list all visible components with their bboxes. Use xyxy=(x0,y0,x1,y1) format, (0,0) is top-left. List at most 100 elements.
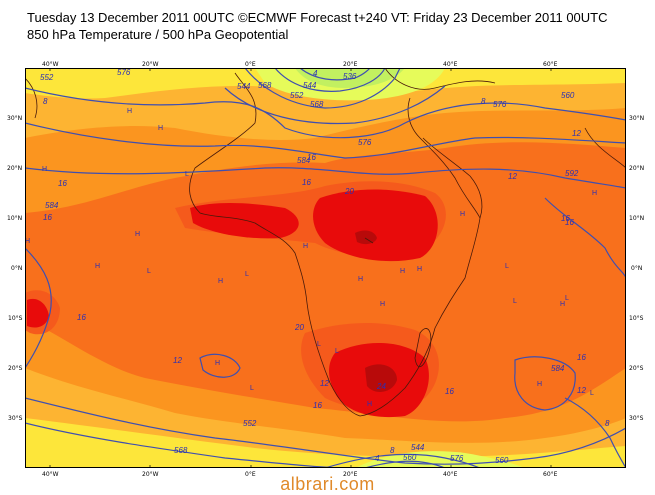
contour-label: 568 xyxy=(258,81,272,90)
contour-label: 576 xyxy=(450,454,464,463)
fill-hottest-core xyxy=(355,230,377,245)
lat-tick-label: 0°N xyxy=(11,265,22,272)
isotherm-label: 8 xyxy=(605,419,610,428)
lat-labels-left: 30°N 20°N 10°N 0°N 10°S 20°S 30°S xyxy=(7,115,23,422)
isotherm-label: 20 xyxy=(294,323,304,332)
contour-536 xyxy=(274,68,386,92)
h-marker: H xyxy=(400,268,405,275)
h-marker: H xyxy=(127,108,132,115)
contour-label: 544 xyxy=(303,81,317,90)
contour-568-north xyxy=(224,85,446,125)
contour-label: 552 xyxy=(290,91,304,100)
l-marker: L xyxy=(335,348,339,355)
contour-584-north xyxy=(25,167,626,189)
isotherm-label: 4 xyxy=(313,69,318,78)
fill-vhot-west xyxy=(27,298,49,328)
isotherm-label: 4 xyxy=(375,454,380,463)
isotherm-label: 16 xyxy=(561,214,570,223)
h-marker: H xyxy=(303,243,308,250)
isotherm-label: 16 xyxy=(302,178,311,187)
h-marker: H xyxy=(560,301,565,308)
isotherm-label: 12 xyxy=(173,356,182,365)
lat-tick-label: 10°S xyxy=(629,315,644,322)
lat-labels-right: 30°N 20°N 10°N 0°N 10°S 20°S 30°S xyxy=(629,115,644,422)
h-marker: H xyxy=(158,125,163,132)
contour-label: 592 xyxy=(565,169,579,178)
contour-552-south xyxy=(364,460,446,468)
pressure-markers: H H H H H H H H H H H H H H H H H H L L … xyxy=(25,108,597,408)
contour-560-south xyxy=(324,453,481,468)
lat-tick-label: 30°N xyxy=(629,115,644,122)
h-marker: H xyxy=(380,301,385,308)
lat-tick-label: 10°N xyxy=(629,215,644,222)
l-marker: L xyxy=(513,298,517,305)
l-marker: L xyxy=(245,271,249,278)
isotherm-label: 16 xyxy=(445,387,454,396)
contour-label: 560 xyxy=(495,456,509,465)
isotherm-label: 20 xyxy=(344,187,354,196)
isotherm-label: 8 xyxy=(390,446,395,455)
contour-label: 560 xyxy=(561,91,575,100)
l-marker: L xyxy=(590,390,594,397)
contour-label: 568 xyxy=(174,446,188,455)
h-marker: H xyxy=(358,276,363,283)
isotherm-label: 16 xyxy=(43,213,52,222)
fill-vhot-sahel-east xyxy=(313,189,438,262)
contour-label: 576 xyxy=(358,138,372,147)
lon-tick-label: 40°E xyxy=(443,61,458,68)
geopotential-contours xyxy=(25,68,626,468)
contour-label: 544 xyxy=(237,82,251,91)
lon-tick-label: 20°E xyxy=(343,61,358,68)
h-marker: H xyxy=(417,266,422,273)
contour-label: 568 xyxy=(310,100,324,109)
lon-tick-label: 60°E xyxy=(543,61,558,68)
l-marker: L xyxy=(185,171,189,178)
lat-tick-label: 10°S xyxy=(8,315,23,322)
contour-552-north xyxy=(25,87,626,139)
lon-tick-label: 0°E xyxy=(245,61,256,68)
contour-584-sw xyxy=(564,397,626,468)
lon-tick-label: 20°W xyxy=(142,61,159,68)
isotherm-label: 12 xyxy=(508,172,517,181)
contour-label: 584 xyxy=(45,201,59,210)
lat-tick-label: 20°S xyxy=(629,365,644,372)
lat-tick-label: 0°N xyxy=(631,265,642,272)
coastlines xyxy=(25,68,626,417)
contour-592 xyxy=(544,197,626,279)
fill-green-north xyxy=(295,68,405,88)
chart-subtitle: 850 hPa Temperature / 500 hPa Geopotenti… xyxy=(27,27,289,42)
isotherm-label: 24 xyxy=(376,382,386,391)
isotherm-label: 16 xyxy=(577,353,586,362)
isotherm-label: 8 xyxy=(43,97,48,106)
contour-528 xyxy=(299,68,371,81)
contour-label: 576 xyxy=(493,100,507,109)
map-svg: 16 20 16 16 12 16 12 16 20 16 12 16 24 1… xyxy=(25,68,626,468)
contour-label: 552 xyxy=(243,419,257,428)
fill-vhot-sahel-west xyxy=(190,203,299,239)
contour-584-west xyxy=(25,247,52,369)
h-marker: H xyxy=(218,278,223,285)
contour-label: 552 xyxy=(40,73,54,82)
h-marker: H xyxy=(215,360,220,367)
h-marker: H xyxy=(592,190,597,197)
contour-568-south xyxy=(25,422,346,468)
lat-tick-label: 20°N xyxy=(7,165,22,172)
lat-tick-label: 20°N xyxy=(629,165,644,172)
isotherm-labels: 16 20 16 16 12 16 12 16 20 16 12 16 24 1… xyxy=(43,69,610,463)
lat-tick-label: 30°S xyxy=(629,415,644,422)
isotherm-label: 16 xyxy=(313,401,322,410)
l-marker: L xyxy=(565,295,569,302)
lon-labels-top: 40°W 20°W 0°E 20°E 40°E 60°E xyxy=(42,61,558,68)
contour-label: 544 xyxy=(411,443,425,452)
isotherm-label: 12 xyxy=(577,386,586,395)
l-marker: L xyxy=(317,341,321,348)
fill-vcold-south xyxy=(355,451,525,468)
contour-576-north xyxy=(25,122,626,159)
isotherm-label: 12 xyxy=(572,129,581,138)
l-marker: L xyxy=(505,263,509,270)
h-marker: H xyxy=(95,263,100,270)
l-marker: L xyxy=(147,268,151,275)
watermark-text: albrari.com xyxy=(280,474,375,494)
isotherm-label: 8 xyxy=(481,97,486,106)
h-marker: H xyxy=(460,211,465,218)
